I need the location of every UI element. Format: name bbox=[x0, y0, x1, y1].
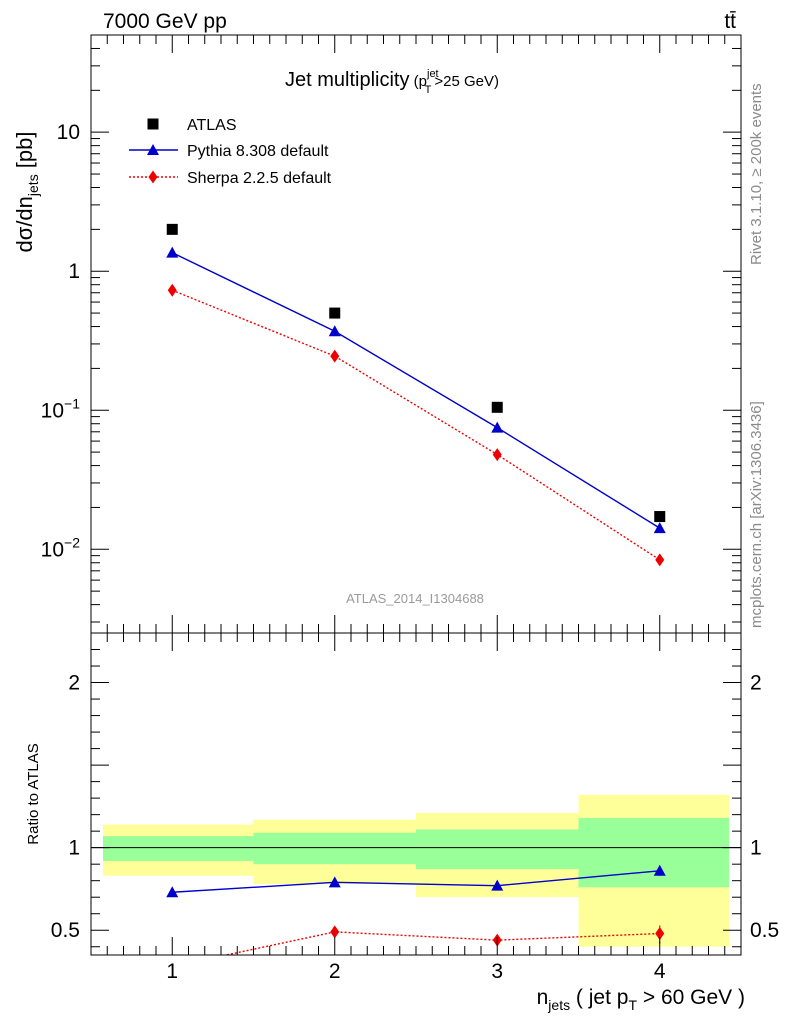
ratio-data-point bbox=[166, 886, 179, 898]
x-tick-label: 3 bbox=[491, 960, 503, 983]
process-label: tt̄ bbox=[724, 10, 736, 33]
ratio-y-tick-label-right: 0.5 bbox=[750, 919, 779, 942]
energy-label: 7000 GeV pp bbox=[103, 10, 227, 33]
ratio-series-group bbox=[166, 864, 666, 955]
series-line bbox=[171, 252, 661, 529]
x-tick-label: 4 bbox=[654, 960, 666, 983]
ratio-y-tick-label-left: 1 bbox=[68, 837, 80, 860]
legend: ATLAS Pythia 8.308 default Sherpa 2.2.5 de… bbox=[129, 117, 332, 187]
data-point bbox=[328, 325, 341, 337]
analysis-watermark: ATLAS_2014_I1304688 bbox=[346, 591, 484, 606]
x-tick-label: 1 bbox=[166, 960, 178, 983]
ratio-data-point bbox=[653, 864, 666, 876]
mcplots-label: mcplots.cern.ch [arXiv:1306.3436] bbox=[748, 401, 765, 628]
data-point bbox=[491, 421, 504, 433]
legend-label: Sherpa 2.2.5 default bbox=[187, 170, 332, 187]
ratio-data-point bbox=[491, 879, 504, 891]
data-point bbox=[166, 246, 179, 258]
data-point bbox=[655, 553, 665, 567]
rivet-version-label: Rivet 3.1.10, ≥ 200k events bbox=[748, 83, 765, 265]
ratio-plot-panel: 2 2 1 1 0.5 0.5 1 2 3 4 Ratio to ATLAS njets ( j… bbox=[25, 632, 779, 1013]
legend-marker bbox=[148, 170, 158, 184]
data-point bbox=[492, 448, 502, 462]
uncertainty-band-inner bbox=[578, 817, 729, 888]
data-point bbox=[167, 283, 177, 297]
legend-marker bbox=[147, 144, 159, 155]
data-point bbox=[491, 401, 503, 413]
chart-title: Jet multiplicity (pjet T >25 GeV) bbox=[285, 68, 499, 96]
legend-marker bbox=[147, 118, 159, 130]
legend-label: Pythia 8.308 default bbox=[187, 143, 329, 160]
ratio-y-axis-label: Ratio to ATLAS bbox=[25, 743, 42, 844]
ratio-y-tick-label-left: 0.5 bbox=[51, 919, 80, 942]
uncertainty-band-inner bbox=[103, 836, 254, 861]
ratio-y-tick-label-right: 2 bbox=[750, 672, 762, 695]
data-point bbox=[166, 223, 178, 235]
main-y-axis-label: dσ/dnjets [pb] bbox=[12, 131, 41, 252]
ratio-data-point bbox=[330, 925, 340, 939]
ratio-data-point bbox=[655, 927, 665, 941]
x-tick-label: 2 bbox=[329, 960, 341, 983]
data-point bbox=[330, 349, 340, 363]
ratio-series-line bbox=[172, 870, 660, 893]
data-point bbox=[329, 307, 341, 319]
uncertainty-band-inner bbox=[416, 829, 579, 870]
ratio-data-point bbox=[328, 876, 341, 888]
ratio-y-tick-label-right: 1 bbox=[750, 837, 762, 860]
legend-label: ATLAS bbox=[187, 117, 237, 134]
y-tick-label: 10−1 bbox=[41, 395, 81, 422]
uncertainty-band-inner bbox=[253, 832, 416, 865]
y-tick-label: 1 bbox=[68, 260, 80, 283]
series-line bbox=[171, 289, 661, 561]
x-axis-label: njets ( jet pT > 60 GeV ) bbox=[537, 986, 745, 1013]
y-tick-label: 10−2 bbox=[41, 534, 81, 561]
data-point bbox=[654, 511, 666, 523]
ratio-y-tick-label-left: 2 bbox=[68, 672, 80, 695]
data-point bbox=[653, 522, 666, 534]
main-plot-panel: 10 1 10−1 10−2 dσ/dnjets [pb] Jet multiplic… bbox=[12, 34, 742, 634]
y-tick-label: 10 bbox=[57, 121, 80, 144]
